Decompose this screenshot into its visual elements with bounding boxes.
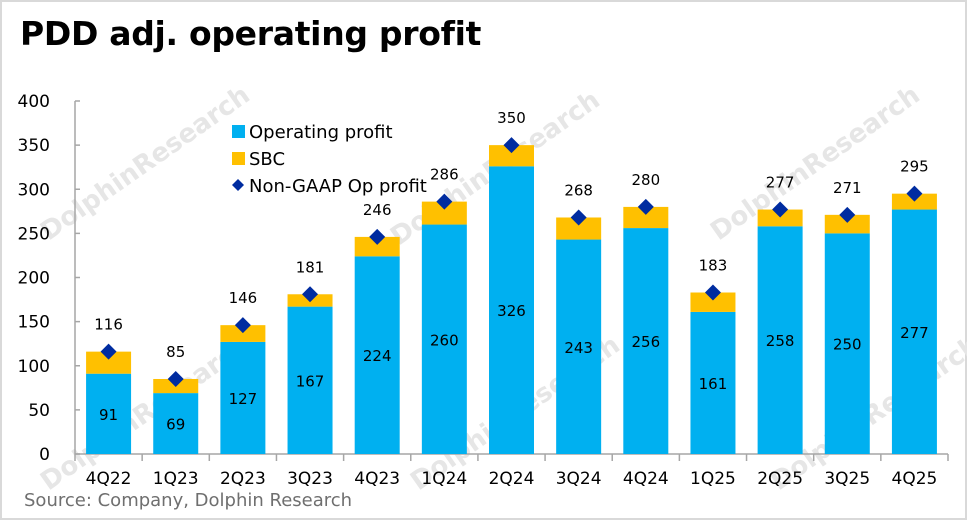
bar-operating-profit — [489, 166, 534, 454]
bar-operating-profit — [757, 226, 803, 454]
legend-swatch-0 — [232, 125, 245, 138]
bar-sbc — [824, 214, 870, 234]
bar-sbc — [556, 217, 602, 240]
x-tick-label: 3Q25 — [824, 469, 870, 489]
x-tick-label: 4Q23 — [354, 469, 400, 489]
marker-non-gaap — [772, 201, 789, 218]
x-tick-label: 1Q24 — [421, 469, 467, 489]
marker-non-gaap — [503, 137, 520, 154]
y-tick-label: 200 — [18, 269, 50, 289]
label-non-gaap: 268 — [564, 181, 593, 199]
bar-operating-profit — [690, 311, 736, 454]
marker-non-gaap — [100, 343, 117, 360]
legend: Operating profit SBC Non-GAAP Op profit — [232, 122, 427, 197]
x-tick-label: 2Q23 — [220, 469, 266, 489]
marker-non-gaap — [906, 185, 923, 202]
bar-sbc — [421, 201, 467, 225]
bar-operating-profit — [287, 306, 333, 454]
label-non-gaap: 85 — [166, 343, 185, 361]
x-tick-label: 2Q24 — [489, 469, 535, 489]
bar-operating-profit — [153, 393, 199, 454]
watermark-text: DolphinResearch — [35, 80, 255, 247]
x-tick-label: 4Q22 — [86, 469, 132, 489]
x-tick-label: 1Q25 — [690, 469, 736, 489]
label-operating-profit: 243 — [564, 339, 593, 357]
bar-sbc — [690, 292, 736, 312]
marker-non-gaap — [704, 284, 721, 301]
legend-swatch-1 — [232, 152, 245, 165]
bar-operating-profit — [891, 209, 937, 454]
bar-sbc — [757, 209, 803, 227]
bar-operating-profit — [421, 224, 467, 454]
label-non-gaap: 183 — [699, 257, 728, 275]
label-operating-profit: 260 — [430, 331, 459, 349]
label-operating-profit: 256 — [631, 333, 660, 351]
x-tick-label: 1Q23 — [153, 469, 199, 489]
bars — [86, 145, 937, 454]
bar-sbc — [220, 325, 266, 342]
marker-non-gaap — [302, 286, 319, 303]
label-operating-profit: 91 — [99, 406, 118, 424]
bar-sbc — [623, 206, 669, 229]
y-tick-label: 50 — [28, 401, 50, 421]
marker-non-gaap — [570, 209, 587, 226]
label-operating-profit: 250 — [833, 336, 862, 354]
legend-label: Operating profit — [249, 122, 393, 143]
markers — [100, 137, 923, 387]
x-tick-label: 3Q23 — [287, 469, 333, 489]
y-tick-label: 350 — [18, 136, 50, 156]
label-operating-profit: 326 — [497, 302, 526, 320]
bar-operating-profit — [556, 239, 602, 454]
bar-operating-profit — [220, 341, 266, 454]
marker-non-gaap — [167, 370, 184, 387]
x-tick-label: 4Q25 — [892, 469, 938, 489]
x-tick-label: 2Q25 — [757, 469, 803, 489]
chart-title: PDD adj. operating profit — [20, 14, 482, 53]
label-non-gaap: 277 — [766, 174, 795, 192]
label-non-gaap: 280 — [631, 171, 660, 189]
legend-swatch-2 — [232, 179, 244, 191]
label-non-gaap: 350 — [497, 109, 526, 127]
label-operating-profit: 69 — [166, 416, 185, 434]
bar-sbc — [354, 236, 400, 257]
bar-operating-profit — [86, 373, 132, 454]
label-operating-profit: 161 — [699, 375, 728, 393]
legend-label: SBC — [249, 149, 285, 170]
marker-non-gaap — [234, 317, 251, 334]
label-non-gaap: 295 — [900, 158, 929, 176]
source-note: Source: Company, Dolphin Research — [24, 490, 353, 511]
legend-label: Non-GAAP Op profit — [249, 176, 427, 197]
y-tick-label: 0 — [39, 445, 50, 465]
y-tick-label: 300 — [18, 180, 50, 200]
label-operating-profit: 224 — [363, 347, 392, 365]
bar-operating-profit — [354, 256, 400, 454]
label-non-gaap: 146 — [229, 289, 258, 307]
label-operating-profit: 127 — [229, 390, 258, 408]
y-tick-label: 150 — [18, 313, 50, 333]
label-non-gaap: 181 — [296, 258, 325, 276]
bar-operating-profit — [824, 233, 870, 454]
label-operating-profit: 277 — [900, 324, 929, 342]
marker-non-gaap — [436, 193, 453, 210]
x-tick-label: 4Q24 — [623, 469, 669, 489]
y-tick-label: 250 — [18, 224, 50, 244]
data-labels: 91 116 69 85 127 146 167 181 224 246 260 286 326 350 2… — [94, 109, 928, 433]
marker-non-gaap — [637, 198, 654, 215]
label-operating-profit: 258 — [766, 332, 795, 350]
label-non-gaap: 271 — [833, 179, 862, 197]
marker-non-gaap — [369, 228, 386, 245]
bar-operating-profit — [623, 228, 669, 454]
y-tick-label: 400 — [18, 92, 50, 112]
x-tick-label: 3Q24 — [556, 469, 602, 489]
label-non-gaap: 246 — [363, 201, 392, 219]
label-non-gaap: 286 — [430, 166, 459, 184]
bar-sbc — [86, 351, 132, 374]
label-non-gaap: 116 — [94, 316, 123, 334]
label-operating-profit: 167 — [296, 372, 325, 390]
bar-sbc — [489, 145, 534, 167]
marker-non-gaap — [839, 206, 856, 223]
y-tick-label: 100 — [18, 357, 50, 377]
